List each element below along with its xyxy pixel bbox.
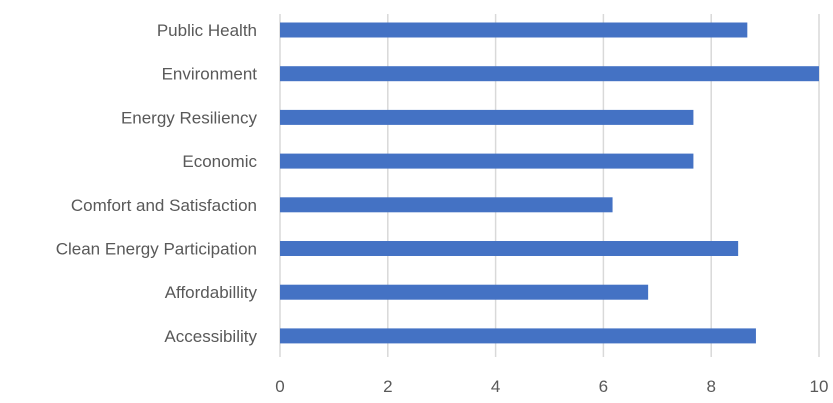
x-tick-label: 6: [599, 377, 608, 396]
x-tick-label: 0: [275, 377, 284, 396]
bar: [280, 197, 613, 213]
bar: [280, 109, 694, 125]
category-label: Affordabillity: [165, 283, 258, 302]
category-label: Clean Energy Participation: [56, 240, 257, 259]
category-label: Environment: [162, 65, 258, 84]
category-label: Economic: [182, 152, 257, 171]
category-labels: Public Health Environment Energy Resilienc…: [56, 21, 258, 346]
bar: [280, 328, 756, 344]
x-tick-label: 10: [810, 377, 829, 396]
gridlines: [279, 14, 820, 357]
bar: [280, 22, 748, 38]
category-label: Accessibility: [164, 327, 257, 346]
bar: [280, 241, 739, 256]
x-tick-label: 2: [383, 377, 392, 396]
category-label: Comfort and Satisfaction: [71, 196, 257, 215]
bar: [280, 153, 694, 169]
x-tick-label: 8: [706, 377, 715, 396]
x-tick-label: 4: [491, 377, 500, 396]
category-label: Energy Resiliency: [121, 108, 258, 127]
bar: [280, 284, 649, 300]
bar: [280, 66, 819, 82]
bars: [280, 22, 819, 344]
category-label: Public Health: [157, 21, 257, 40]
x-tick-labels: 0 2 4 6 8 10: [275, 377, 828, 396]
